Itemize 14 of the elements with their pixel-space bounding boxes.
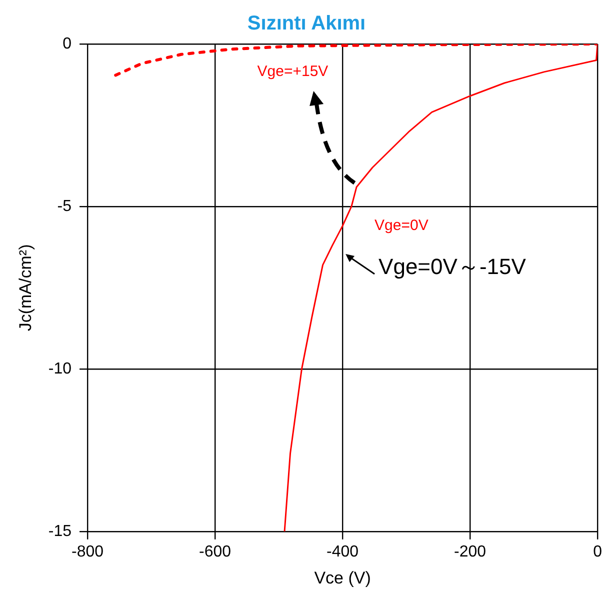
- series-label: Vge=0V: [374, 217, 428, 234]
- y-tick-label: -10: [48, 360, 72, 378]
- y-axis-title: Jc(mA/cm²): [16, 244, 35, 332]
- x-tick-label: -800: [72, 543, 104, 560]
- x-axis-title: Vce (V): [314, 568, 371, 588]
- y-tick-label: -5: [57, 198, 72, 215]
- x-tick-label: 0: [593, 543, 602, 560]
- x-tick-label: -400: [326, 543, 359, 560]
- y-tick-label: 0: [62, 35, 72, 52]
- series-label: Vge=+15V: [257, 63, 328, 80]
- x-tick-label: -200: [454, 543, 486, 560]
- y-tick-label: -15: [48, 522, 72, 540]
- x-tick-label: -600: [199, 543, 232, 560]
- chart-title: Sızıntı Akımı: [247, 12, 366, 35]
